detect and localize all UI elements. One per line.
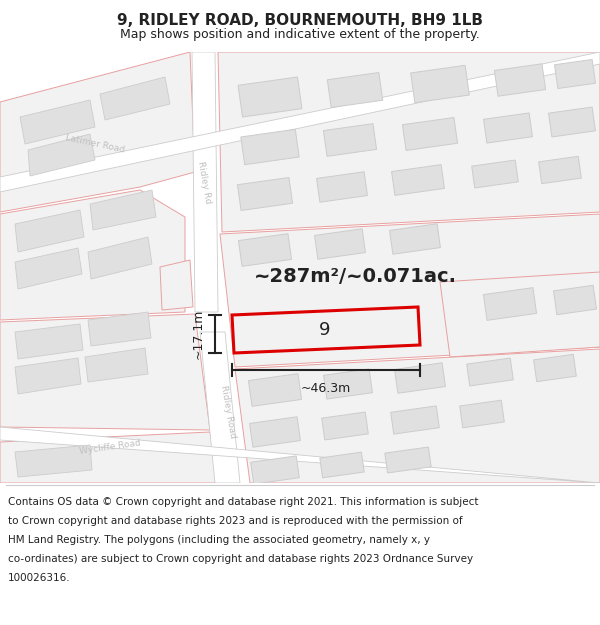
Text: Ridley Rd: Ridley Rd: [196, 160, 212, 204]
Polygon shape: [0, 52, 600, 192]
Text: Contains OS data © Crown copyright and database right 2021. This information is : Contains OS data © Crown copyright and d…: [8, 497, 479, 507]
Polygon shape: [85, 348, 148, 382]
Polygon shape: [484, 113, 532, 143]
Polygon shape: [250, 417, 301, 447]
Polygon shape: [467, 358, 514, 386]
Text: Map shows position and indicative extent of the property.: Map shows position and indicative extent…: [120, 28, 480, 41]
Polygon shape: [385, 447, 431, 473]
Polygon shape: [323, 369, 373, 399]
Polygon shape: [0, 314, 210, 430]
Text: HM Land Registry. The polygons (including the associated geometry, namely x, y: HM Land Registry. The polygons (includin…: [8, 535, 430, 545]
Polygon shape: [403, 118, 458, 151]
Polygon shape: [248, 374, 302, 406]
Polygon shape: [391, 406, 439, 434]
Polygon shape: [392, 164, 445, 196]
Polygon shape: [395, 362, 445, 393]
Text: ~46.3m: ~46.3m: [301, 382, 351, 395]
Polygon shape: [241, 129, 299, 165]
Polygon shape: [238, 77, 302, 117]
Polygon shape: [323, 124, 377, 156]
Polygon shape: [389, 224, 440, 254]
Polygon shape: [539, 156, 581, 184]
Polygon shape: [100, 77, 170, 120]
Polygon shape: [238, 177, 293, 211]
Polygon shape: [235, 349, 600, 483]
Polygon shape: [200, 332, 240, 483]
Polygon shape: [460, 400, 505, 428]
Polygon shape: [0, 52, 195, 212]
Text: Latimer Road: Latimer Road: [65, 133, 125, 154]
Polygon shape: [0, 427, 600, 483]
Text: Ridley Road: Ridley Road: [219, 385, 237, 439]
Polygon shape: [220, 214, 600, 367]
Polygon shape: [440, 272, 600, 357]
Polygon shape: [533, 354, 577, 382]
Polygon shape: [192, 52, 218, 312]
Text: co-ordinates) are subject to Crown copyright and database rights 2023 Ordnance S: co-ordinates) are subject to Crown copyr…: [8, 554, 473, 564]
Polygon shape: [0, 432, 220, 483]
Polygon shape: [15, 445, 92, 477]
Polygon shape: [15, 324, 83, 359]
Polygon shape: [320, 452, 364, 478]
Polygon shape: [484, 288, 536, 321]
Text: to Crown copyright and database rights 2023 and is reproduced with the permissio: to Crown copyright and database rights 2…: [8, 516, 463, 526]
Polygon shape: [554, 286, 596, 314]
Polygon shape: [554, 59, 595, 89]
Polygon shape: [548, 107, 595, 137]
Polygon shape: [28, 134, 95, 176]
Polygon shape: [328, 72, 383, 107]
Text: ~287m²/~0.071ac.: ~287m²/~0.071ac.: [254, 268, 457, 286]
Polygon shape: [88, 237, 152, 279]
Polygon shape: [251, 456, 299, 484]
Polygon shape: [410, 66, 469, 102]
Polygon shape: [218, 52, 600, 232]
Text: 9, RIDLEY ROAD, BOURNEMOUTH, BH9 1LB: 9, RIDLEY ROAD, BOURNEMOUTH, BH9 1LB: [117, 13, 483, 28]
Polygon shape: [317, 172, 367, 202]
Polygon shape: [15, 210, 84, 252]
Polygon shape: [472, 160, 518, 188]
Polygon shape: [20, 100, 95, 144]
Polygon shape: [90, 190, 156, 230]
Text: ~17.1m: ~17.1m: [192, 309, 205, 359]
Polygon shape: [160, 260, 193, 310]
Polygon shape: [494, 64, 545, 96]
Polygon shape: [15, 248, 82, 289]
Polygon shape: [238, 234, 292, 266]
Text: Wycliffe Road: Wycliffe Road: [79, 438, 142, 456]
Polygon shape: [15, 358, 81, 394]
Polygon shape: [322, 412, 368, 440]
Text: 9: 9: [319, 321, 331, 339]
Polygon shape: [314, 229, 365, 259]
Polygon shape: [0, 190, 185, 320]
Text: 100026316.: 100026316.: [8, 573, 71, 583]
Polygon shape: [88, 312, 151, 346]
